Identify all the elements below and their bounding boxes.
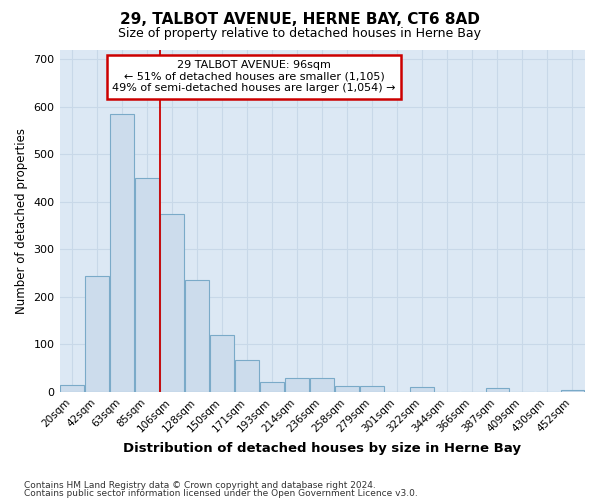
Bar (560, 390, 584, 392)
Bar (361, 386, 384, 392)
Y-axis label: Number of detached properties: Number of detached properties (15, 128, 28, 314)
Bar (286, 378, 309, 392)
Bar (210, 335, 234, 392)
Bar (135, 178, 159, 392)
Bar (85, 276, 109, 392)
Bar (60, 385, 84, 392)
Text: Contains public sector information licensed under the Open Government Licence v3: Contains public sector information licen… (24, 489, 418, 498)
Bar (160, 214, 184, 392)
Bar (110, 114, 134, 392)
Bar (485, 388, 509, 392)
Text: 29 TALBOT AVENUE: 96sqm
← 51% of detached houses are smaller (1,105)
49% of semi: 29 TALBOT AVENUE: 96sqm ← 51% of detache… (112, 60, 396, 94)
Bar (310, 378, 334, 392)
X-axis label: Distribution of detached houses by size in Herne Bay: Distribution of detached houses by size … (123, 442, 521, 455)
Bar (260, 382, 284, 392)
Text: 29, TALBOT AVENUE, HERNE BAY, CT6 8AD: 29, TALBOT AVENUE, HERNE BAY, CT6 8AD (120, 12, 480, 28)
Bar (235, 360, 259, 392)
Text: Contains HM Land Registry data © Crown copyright and database right 2024.: Contains HM Land Registry data © Crown c… (24, 480, 376, 490)
Bar (335, 386, 359, 392)
Bar (185, 280, 209, 392)
Bar (410, 387, 434, 392)
Text: Size of property relative to detached houses in Herne Bay: Size of property relative to detached ho… (119, 28, 482, 40)
